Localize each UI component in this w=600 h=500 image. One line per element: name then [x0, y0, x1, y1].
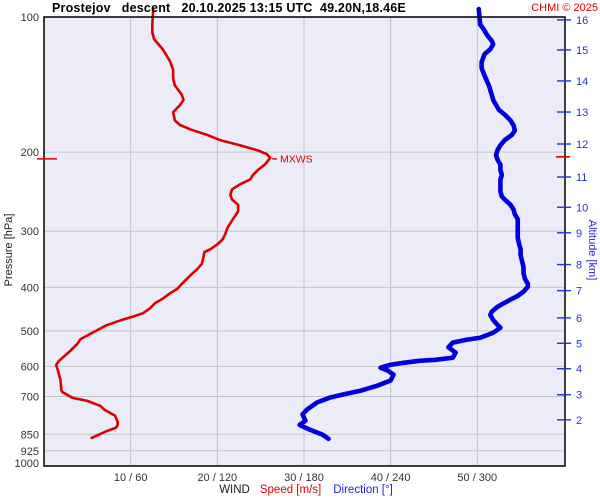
wind-tick-label: 50 / 300	[457, 472, 497, 484]
altitude-tick-label: 8	[576, 260, 582, 272]
altitude-tick-label: 3	[576, 390, 582, 402]
pressure-tick-label: 400	[21, 282, 39, 294]
altitude-tick-label: 11	[576, 172, 587, 184]
copyright-text: CHMI © 2025	[531, 2, 598, 14]
pressure-axis-label: Pressure [hPa]	[3, 213, 15, 287]
wind-speed-curve	[54, 7, 272, 440]
altitude-tick-label: 5	[576, 338, 582, 350]
plot-border	[43, 16, 566, 467]
pressure-tick-label: 925	[21, 446, 39, 458]
altitude-tick-label: 4	[576, 364, 582, 376]
pressure-tick-label: 500	[21, 326, 39, 338]
wind-tick-label: 10 / 60	[114, 472, 148, 484]
altitude-tick-label: 12	[576, 139, 588, 151]
altitude-tick-label: 10	[576, 202, 588, 214]
altitude-tick-label: 7	[576, 286, 582, 298]
altitude-tick-label: 15	[576, 45, 588, 57]
x-axis-legend: WIND Speed [m/s] Direction [°]	[0, 484, 600, 496]
pressure-tick-label: 850	[21, 429, 39, 441]
pressure-tick-label: 100	[21, 12, 39, 24]
pressure-tick-label: 200	[21, 147, 39, 159]
page-title: Prostejov descent 20.10.2025 13:15 UTC 4…	[52, 1, 406, 15]
wind-tick-label: 30 / 180	[284, 472, 324, 484]
altitude-tick-label: 9	[576, 228, 582, 240]
wind-tick-label: 40 / 240	[371, 472, 411, 484]
altitude-tick-label: 2	[576, 415, 582, 427]
legend-wind-label: WIND	[219, 484, 250, 496]
legend-direction-label: Direction [°]	[333, 484, 393, 496]
altitude-tick-label: 13	[576, 107, 588, 119]
pressure-tick-label: 600	[21, 361, 39, 373]
altitude-tick-label: 6	[576, 313, 582, 325]
altitude-tick-label: 16	[576, 15, 588, 27]
wind-direction-curve	[297, 6, 531, 442]
pressure-tick-label: 300	[21, 226, 39, 238]
pressure-tick-label: 1000	[15, 458, 39, 470]
wind-tick-label: 20 / 120	[197, 472, 237, 484]
pressure-tick-label: 700	[21, 391, 39, 403]
legend-speed-label: Speed [m/s]	[259, 484, 322, 496]
altitude-axis-label: Altitude [km]	[586, 219, 598, 281]
altitude-tick-label: 14	[576, 76, 588, 88]
mxws-label: MXWS	[280, 153, 313, 165]
